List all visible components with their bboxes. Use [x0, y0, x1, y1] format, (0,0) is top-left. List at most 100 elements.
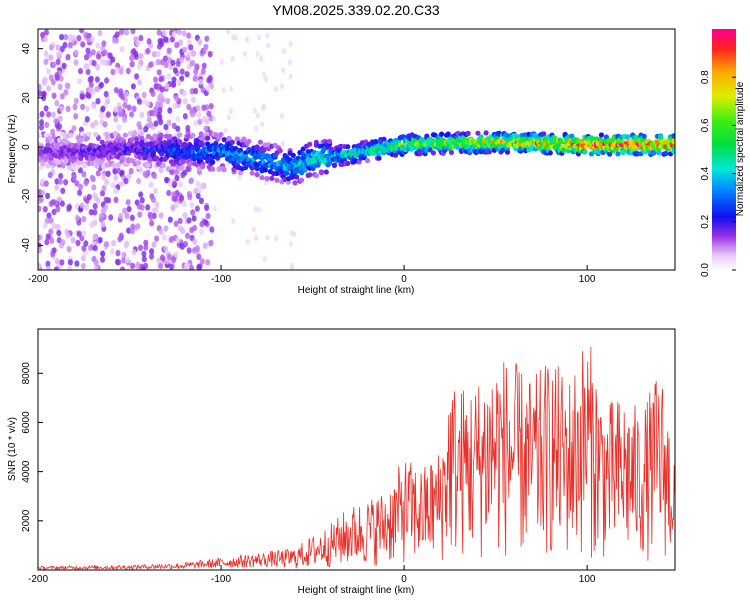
spectrogram-cell: [259, 175, 265, 181]
spectrogram-cell: [113, 187, 119, 195]
colorbar-gradient: [712, 29, 736, 270]
spectrogram-cell: [110, 181, 116, 189]
spectrogram-cell: [48, 44, 54, 51]
spectrogram-cell: [198, 140, 204, 146]
spectrogram-cell: [254, 125, 259, 132]
spectrogram-cell: [48, 54, 54, 61]
spectrogram-cell: [186, 39, 192, 46]
spectrogram-cell: [182, 113, 188, 120]
spectrogram-cell: [141, 250, 147, 258]
spectrogram-cell: [38, 247, 42, 254]
spectrogram-cell: [171, 76, 177, 83]
spectrogram-cell: [175, 60, 181, 67]
spectrogram-cell: [100, 221, 106, 228]
spectrogram-cell: [221, 166, 227, 173]
spectrogram-cell: [163, 36, 169, 43]
spectrogram-cell: [168, 236, 174, 244]
spectrogram-cell: [59, 93, 65, 100]
spectrogram-cell: [124, 29, 129, 36]
spectrogram-cell: [107, 52, 113, 59]
colorbar-tick-label: 0.6: [700, 118, 711, 132]
spectrogram-cell: [139, 135, 145, 141]
spectrogram-cell: [125, 256, 130, 264]
spectrogram-cell: [46, 85, 52, 92]
spectrogram-cell: [129, 54, 135, 62]
spectrogram-cell: [154, 155, 160, 161]
spectrogram-cell: [281, 67, 285, 74]
spectrogram-cell: [210, 166, 216, 172]
spectrogram-cell: [177, 132, 183, 138]
spectrogram-cell: [153, 187, 158, 195]
spectrogram-cell: [77, 78, 82, 85]
spectrogram-cell: [53, 266, 59, 270]
spectrogram-cell: [483, 130, 489, 136]
spectrogram-cell: [280, 113, 284, 120]
spectrogram-cell: [180, 158, 186, 165]
spectrogram-cell: [54, 100, 60, 107]
spectrogram-cell: [68, 132, 74, 138]
spectrogram-cell: [181, 30, 187, 37]
spectrogram-cell: [237, 174, 242, 181]
spectrogram-cell: [92, 244, 98, 252]
spectrogram-cell: [265, 234, 270, 241]
spectrogram-cell: [185, 165, 191, 172]
spectrogram-cell: [158, 118, 164, 126]
spectrogram-cell: [212, 115, 216, 122]
x-tick-label: -200: [28, 274, 48, 285]
spectrogram-cell: [81, 162, 87, 168]
spectrogram-cell: [205, 141, 211, 147]
spectrogram-cell: [99, 81, 104, 89]
spectrogram-cell: [55, 44, 61, 51]
spectrogram-cell: [145, 204, 151, 211]
spectrogram-cell: [299, 177, 305, 183]
spectrogram-cell: [290, 152, 296, 158]
spectrogram-cell: [129, 61, 135, 68]
spectrogram-cell: [257, 34, 262, 41]
spectrogram-cell: [193, 68, 199, 75]
spectrogram-cell: [115, 167, 121, 174]
spectrogram-cell: [153, 120, 159, 127]
spectrogram-cell: [288, 73, 293, 80]
spectrogram-cell: [47, 171, 53, 179]
spectrogram-cell: [108, 214, 114, 221]
spectrogram-cell: [115, 249, 121, 257]
spectrogram-cell: [95, 98, 101, 105]
spectrogram-cell: [38, 196, 44, 203]
spectrogram-cell: [98, 159, 104, 165]
spectrogram-cell: [45, 233, 51, 240]
spectrogram-cell: [200, 163, 206, 170]
x-tick-label: 100: [579, 274, 596, 285]
spectrogram-cell: [42, 36, 48, 43]
spectrogram-cell: [615, 151, 621, 157]
spectrogram-cell: [139, 197, 145, 204]
spectrogram-cell: [135, 223, 141, 230]
spectrogram-cell: [199, 228, 205, 236]
spectrogram-cell: [104, 162, 110, 168]
spectrogram-cell: [100, 190, 105, 197]
spectrogram-cell: [50, 250, 56, 258]
spectrogram-cell: [94, 76, 100, 83]
spectrogram-cell: [149, 220, 155, 227]
spectrogram-cell: [223, 127, 228, 134]
spectrogram-cell: [97, 236, 103, 244]
spectrogram-cell: [196, 111, 202, 119]
spectrogram-cell: [569, 133, 575, 139]
spectrogram-cell: [439, 131, 445, 137]
spectrogram-cell: [148, 121, 154, 128]
spectrogram-cell: [221, 137, 227, 143]
spectrogram-cell: [182, 46, 187, 54]
x-tick-label: 0: [401, 274, 407, 285]
spectrogram-cell: [135, 261, 141, 268]
spectrogram-cell: [201, 47, 207, 55]
spectrogram-cell: [86, 131, 92, 137]
spectrogram-cell: [255, 112, 260, 119]
spectrogram-cell: [486, 149, 492, 155]
spectrogram-cell: [95, 63, 101, 71]
spectrogram-cell: [59, 259, 65, 266]
spectrogram-cell: [104, 59, 110, 67]
spectrogram-cell: [110, 56, 116, 63]
spectrogram-cell: [99, 139, 105, 145]
spectrogram-cell: [141, 266, 147, 270]
spectrogram-cell: [671, 133, 675, 139]
spectrogram-cell: [198, 78, 204, 86]
